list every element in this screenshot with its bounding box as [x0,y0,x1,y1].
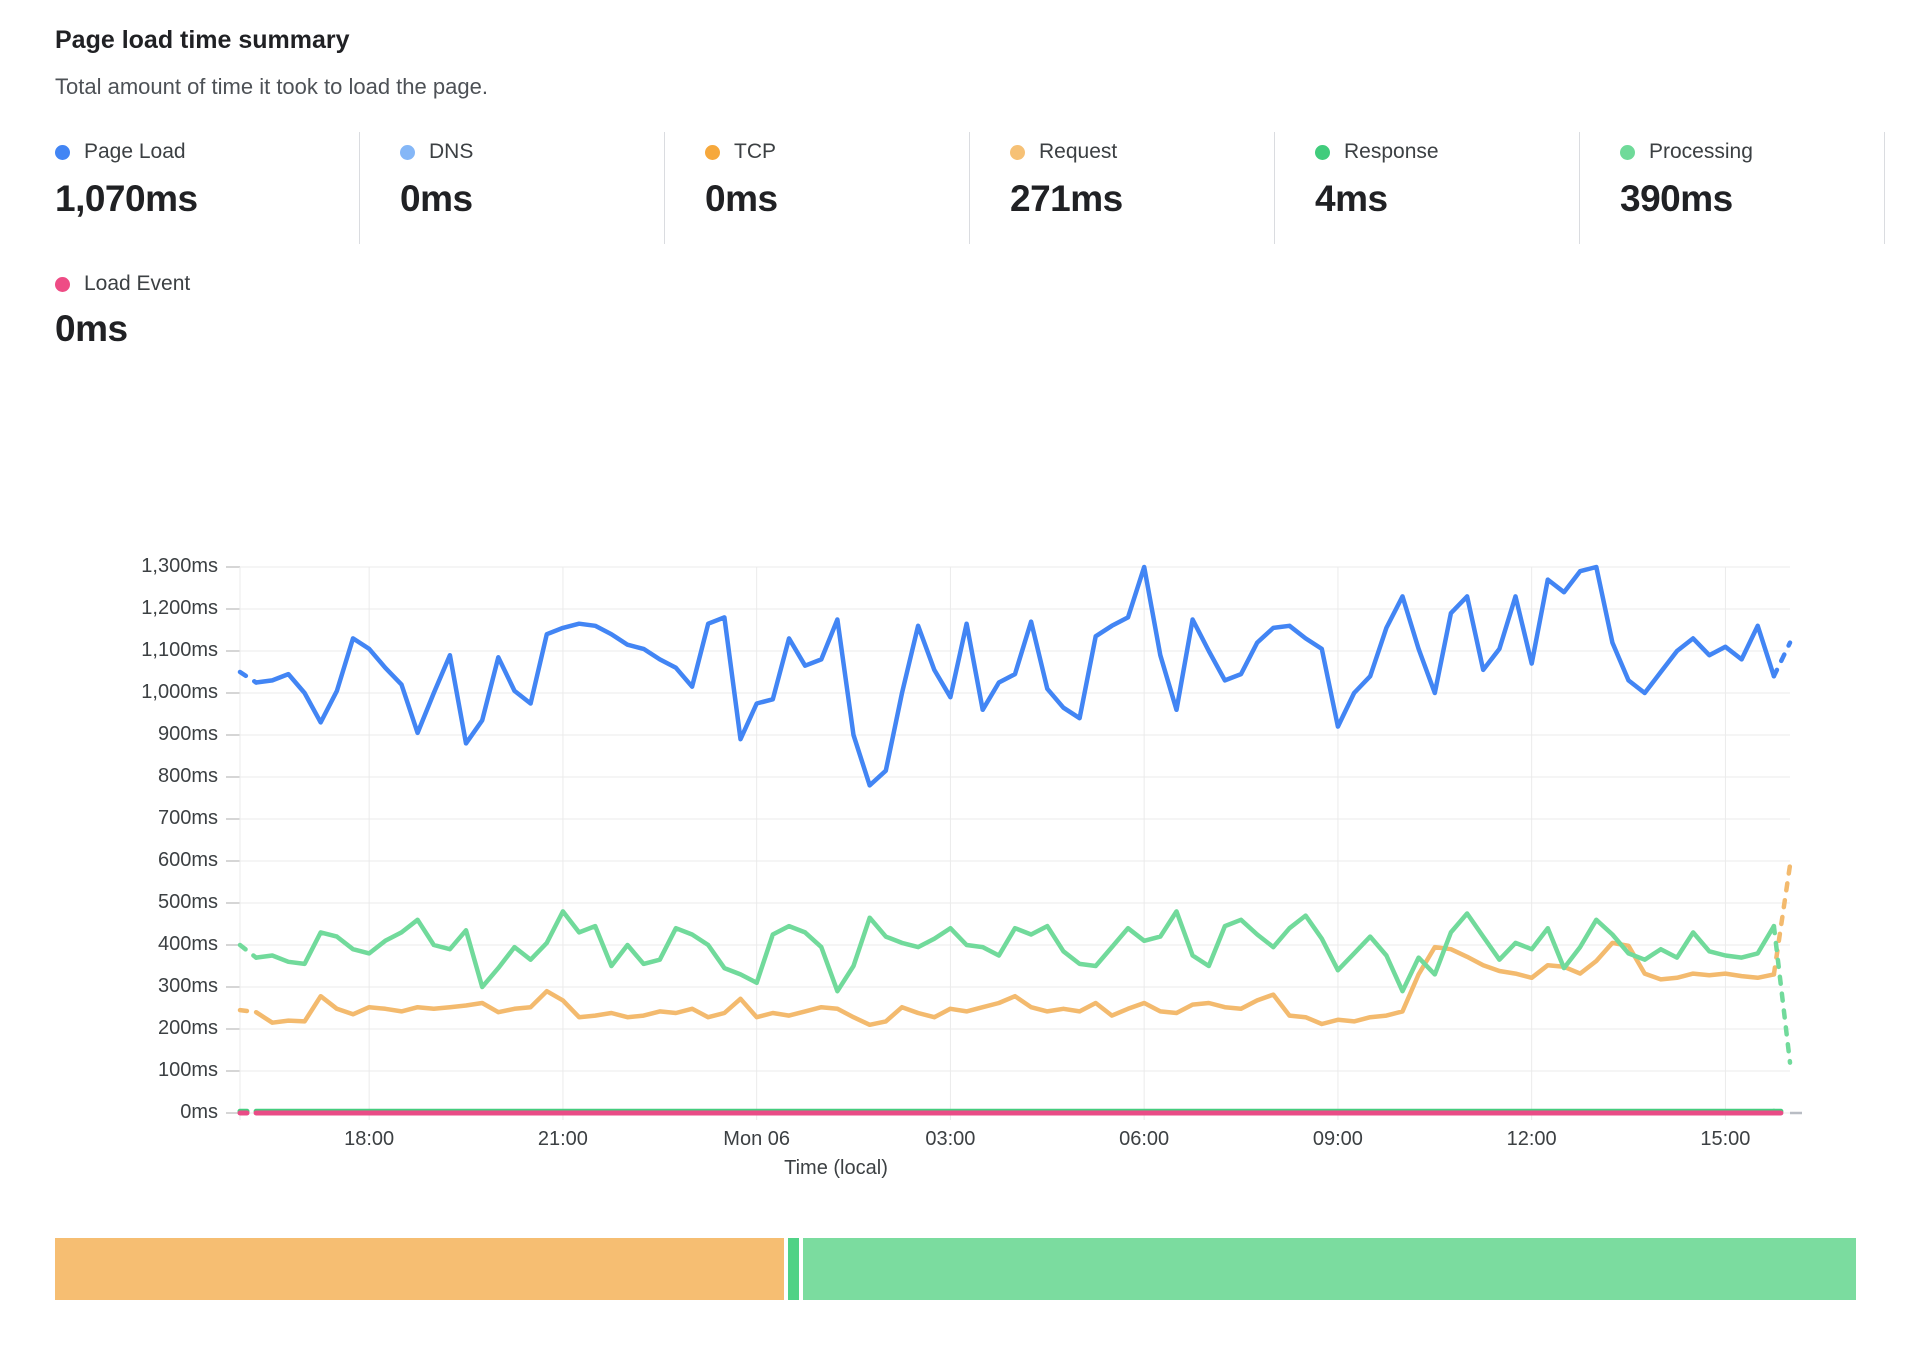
y-tick-label: 100ms [157,1059,218,1081]
x-axis-title: Time (local) [784,1157,888,1179]
request-legend-dot-icon [1010,144,1025,160]
x-tick-label: 18:00 [344,1128,395,1150]
phase-bar-segment[interactable] [802,1238,1856,1300]
y-tick-label: 1,000ms [141,681,218,703]
y-tick-label: 1,300ms [141,555,218,577]
metric-card-page-load[interactable]: Page Load 1,070ms [55,132,360,244]
x-tick-label: 09:00 [1312,1128,1363,1150]
y-tick-label: 900ms [157,723,218,745]
metric-label: TCP [734,140,776,163]
x-tick-label: 12:00 [1506,1128,1557,1150]
y-tick-label: 200ms [157,1017,218,1039]
load-event-legend-dot-icon [55,276,70,292]
phase-bar-segment[interactable] [55,1238,785,1300]
y-tick-label: 400ms [157,933,218,955]
metric-value: 0ms [55,308,128,349]
metric-card-load-event[interactable]: Load Event 0ms [55,272,190,350]
tcp-legend-dot-icon [705,144,720,160]
response-legend-dot-icon [1315,144,1330,160]
phase-bar-segment[interactable] [788,1238,799,1300]
y-tick-label: 600ms [157,849,218,871]
metric-card-response[interactable]: Response 4ms [1275,132,1580,244]
y-tick-label: 500ms [157,891,218,913]
metric-value: 390ms [1620,178,1733,219]
metric-value: 0ms [400,178,473,219]
metric-card-dns[interactable]: DNS 0ms [360,132,665,244]
metric-card-tcp[interactable]: TCP 0ms [665,132,970,244]
metric-label: Load Event [84,272,191,295]
phase-breakdown-bar[interactable] [55,1238,1856,1300]
metric-label: DNS [429,140,474,163]
page-title: Page load time summary [55,26,350,54]
metric-label: Request [1039,140,1118,163]
y-tick-label: 1,100ms [141,639,218,661]
metric-label: Processing [1649,140,1753,163]
x-tick-label: 06:00 [1119,1128,1170,1150]
y-tick-label: 1,200ms [141,597,218,619]
x-tick-label: 15:00 [1700,1128,1751,1150]
x-tick-label: Mon 06 [723,1128,791,1150]
page-load-legend-dot-icon [55,144,70,160]
metric-label: Page Load [84,140,186,163]
metric-value: 4ms [1315,178,1388,219]
y-tick-label: 300ms [157,975,218,997]
metric-card-request[interactable]: Request 271ms [970,132,1275,244]
page-subtitle: Total amount of time it took to load the… [55,74,488,99]
metrics-row: Page Load 1,070ms DNS 0ms TCP 0ms [55,132,1889,244]
metric-value: 0ms [705,178,778,219]
x-tick-label: 03:00 [925,1128,976,1150]
y-tick-label: 0ms [180,1101,218,1123]
processing-legend-dot-icon [1620,144,1635,160]
dns-legend-dot-icon [400,144,415,160]
y-tick-label: 800ms [157,765,218,787]
x-tick-label: 21:00 [537,1128,588,1150]
metric-value: 271ms [1010,178,1123,219]
metric-value: 1,070ms [55,178,198,219]
metric-card-processing[interactable]: Processing 390ms [1580,132,1885,244]
metric-label: Response [1344,140,1439,163]
y-tick-label: 700ms [157,807,218,829]
